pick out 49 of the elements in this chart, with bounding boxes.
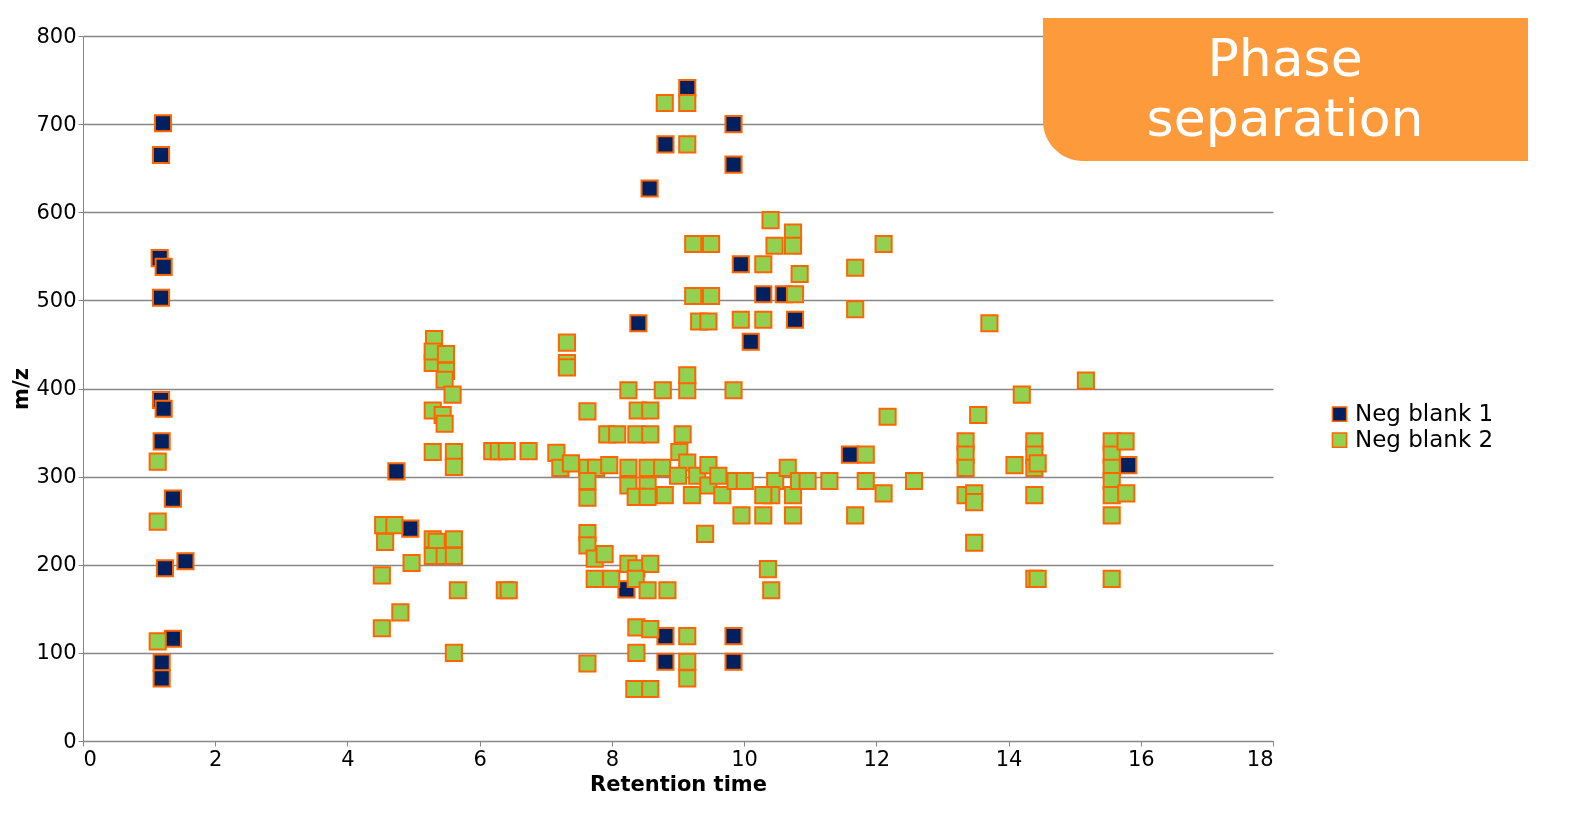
y-tick-label: 700 [36,111,77,136]
point [154,399,173,418]
y-tick-label: 600 [36,199,77,224]
legend-label: Neg blank 2 [1355,426,1494,453]
x-tick-label: 8 [605,746,620,771]
point [152,432,171,451]
point [724,155,743,174]
x-tick-label: 2 [209,746,223,771]
point [785,310,805,329]
legend-label: Neg blank 1 [1355,400,1494,427]
y-tick-label: 500 [36,287,77,312]
point [152,669,171,688]
point [724,652,743,671]
x-tick-label: 18 [1246,746,1274,771]
point [640,179,659,198]
y-tick-label: 400 [36,376,77,400]
point [387,462,406,481]
x-tick-label: 6 [473,746,487,771]
point [153,114,173,133]
point [151,145,171,165]
x-tick-label: 0 [83,746,97,771]
y-tick-label: 800 [36,23,77,48]
point [163,489,182,508]
point [724,115,743,134]
x-tick-label: 16 [1127,746,1155,771]
x-axis-title: Retention time [590,771,767,796]
x-tick-label: 4 [341,746,355,771]
x-tick-label: 14 [995,746,1023,771]
y-tick-label: 100 [36,640,77,665]
point [656,627,675,646]
point [656,135,675,154]
annotation: Phase separation [1146,28,1424,148]
x-tick-label: 12 [863,746,891,771]
y-tick-label: 300 [36,464,77,489]
y-tick-label: 200 [36,552,77,577]
point [154,257,173,276]
point [754,285,773,304]
x-tick-label: 10 [731,746,758,771]
point [401,519,420,538]
point [151,288,171,307]
point [656,652,675,671]
point [155,559,175,578]
point [629,314,648,333]
y-axis-title: m/z [9,368,34,410]
y-tick-label: 0 [63,728,77,753]
point [724,627,743,646]
point [176,552,195,571]
point [731,255,750,274]
point [741,332,760,351]
